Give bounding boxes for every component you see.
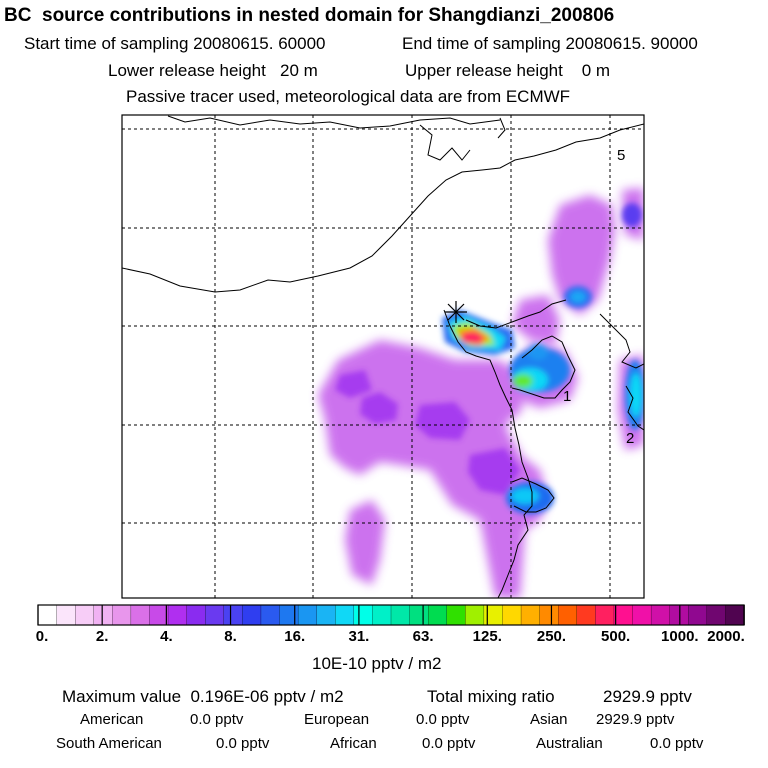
colorbar-swatch (186, 604, 206, 626)
colorbar-tick-label: 8. (224, 628, 237, 645)
colorbar-swatch (576, 604, 597, 626)
colorbar-swatch (539, 604, 559, 626)
plume-low (318, 188, 644, 598)
colorbar-swatch (223, 604, 244, 626)
colorbar-swatch (390, 604, 411, 626)
colorbar-tick-label: 4. (160, 628, 173, 645)
total-mixing-ratio-label: Total mixing ratio (427, 687, 555, 706)
plot-title: BC source contributions in nested domain… (4, 5, 615, 26)
colorbar-swatch (465, 604, 485, 626)
colorbar-unit-label: 10E-10 pptv / m2 (312, 654, 442, 673)
colorbar-swatch (130, 604, 151, 626)
colorbar-tick-label: 1000. (661, 628, 699, 645)
plume-mid (335, 370, 520, 495)
map-frame (121, 114, 645, 599)
colorbar-swatch (409, 604, 429, 626)
colorbar-swatch (353, 604, 374, 626)
colorbar-swatch (112, 604, 132, 626)
colorbar-tick-label: 2000. (707, 628, 745, 645)
region-label-2: 2 (626, 430, 634, 447)
american-label: American (80, 711, 144, 728)
colorbar-tick-label: 500. (601, 628, 631, 645)
european-value: 0.0 pptv (416, 711, 470, 728)
colorbar-swatch (279, 604, 299, 626)
colorbar-tick-label: 0. (35, 628, 49, 645)
maximum-value-label: Maximum value 0.196E-06 pptv / m2 (62, 687, 344, 706)
asian-value: 2929.9 pptv (596, 711, 675, 728)
colorbar-swatch (372, 604, 392, 626)
colorbar-swatch (335, 604, 355, 626)
colorbar-swatch (242, 604, 262, 626)
graticule (122, 115, 644, 598)
african-label: African (330, 735, 377, 752)
colorbar-swatch (706, 604, 727, 626)
region-label-5: 5 (617, 147, 625, 164)
colorbar (37, 604, 745, 626)
colorbar-swatch (56, 604, 76, 626)
african-value: 0.0 pptv (422, 735, 476, 752)
american-value: 0.0 pptv (190, 711, 244, 728)
colorbar-tick-label: 125. (472, 628, 502, 645)
colorbar-swatch (316, 604, 337, 626)
colorbar-swatch (297, 604, 318, 626)
colorbar-swatch (260, 604, 281, 626)
colorbar-swatch (93, 604, 114, 626)
south-american-label: South American (56, 735, 162, 752)
european-label: European (304, 711, 370, 728)
plume-blue-cores (506, 203, 644, 514)
colorbar-swatch (37, 604, 58, 626)
colorbar-tick-label: 63. (412, 628, 434, 645)
australian-value: 0.0 pptv (650, 735, 704, 752)
colorbar-swatch (650, 604, 671, 626)
lower-release-height-label: Lower release height 20 m (108, 61, 318, 80)
colorbar-swatch (688, 604, 708, 626)
tracer-note: Passive tracer used, meteorological data… (126, 87, 571, 106)
colorbar-swatch (613, 604, 634, 626)
colorbar-tick-label: 16. (284, 628, 306, 645)
coastlines (122, 115, 644, 598)
south-american-value: 0.0 pptv (216, 735, 270, 752)
colorbar-swatch (205, 604, 225, 626)
australian-label: Australian (536, 735, 603, 752)
asian-label: Asian (530, 711, 568, 728)
colorbar-swatch (632, 604, 652, 626)
start-time-label: Start time of sampling 20080615. 60000 (24, 34, 326, 53)
colorbar-swatch (502, 604, 522, 626)
colorbar-tick-label: 2. (95, 628, 109, 645)
upper-release-height-label: Upper release height 0 m (405, 61, 611, 80)
end-time-label: End time of sampling 20080615. 90000 (402, 34, 698, 53)
colorbar-swatch (428, 604, 448, 626)
colorbar-swatch (725, 604, 745, 626)
colorbar-swatch (595, 604, 615, 626)
total-mixing-ratio-value: 2929.9 pptv (603, 687, 692, 706)
plume-hotspot (442, 310, 515, 355)
colorbar-swatch (520, 604, 541, 626)
colorbar-tick-label: 31. (348, 628, 370, 645)
colorbar-swatch (167, 604, 188, 626)
region-label-1: 1 (563, 388, 571, 405)
colorbar-swatch (558, 604, 578, 626)
star-cross-icon (445, 301, 467, 323)
colorbar-swatch (446, 604, 467, 626)
colorbar-tick-label: 250. (536, 628, 567, 645)
colorbar-swatch (75, 604, 95, 626)
colorbar-major-ticks (37, 605, 745, 625)
